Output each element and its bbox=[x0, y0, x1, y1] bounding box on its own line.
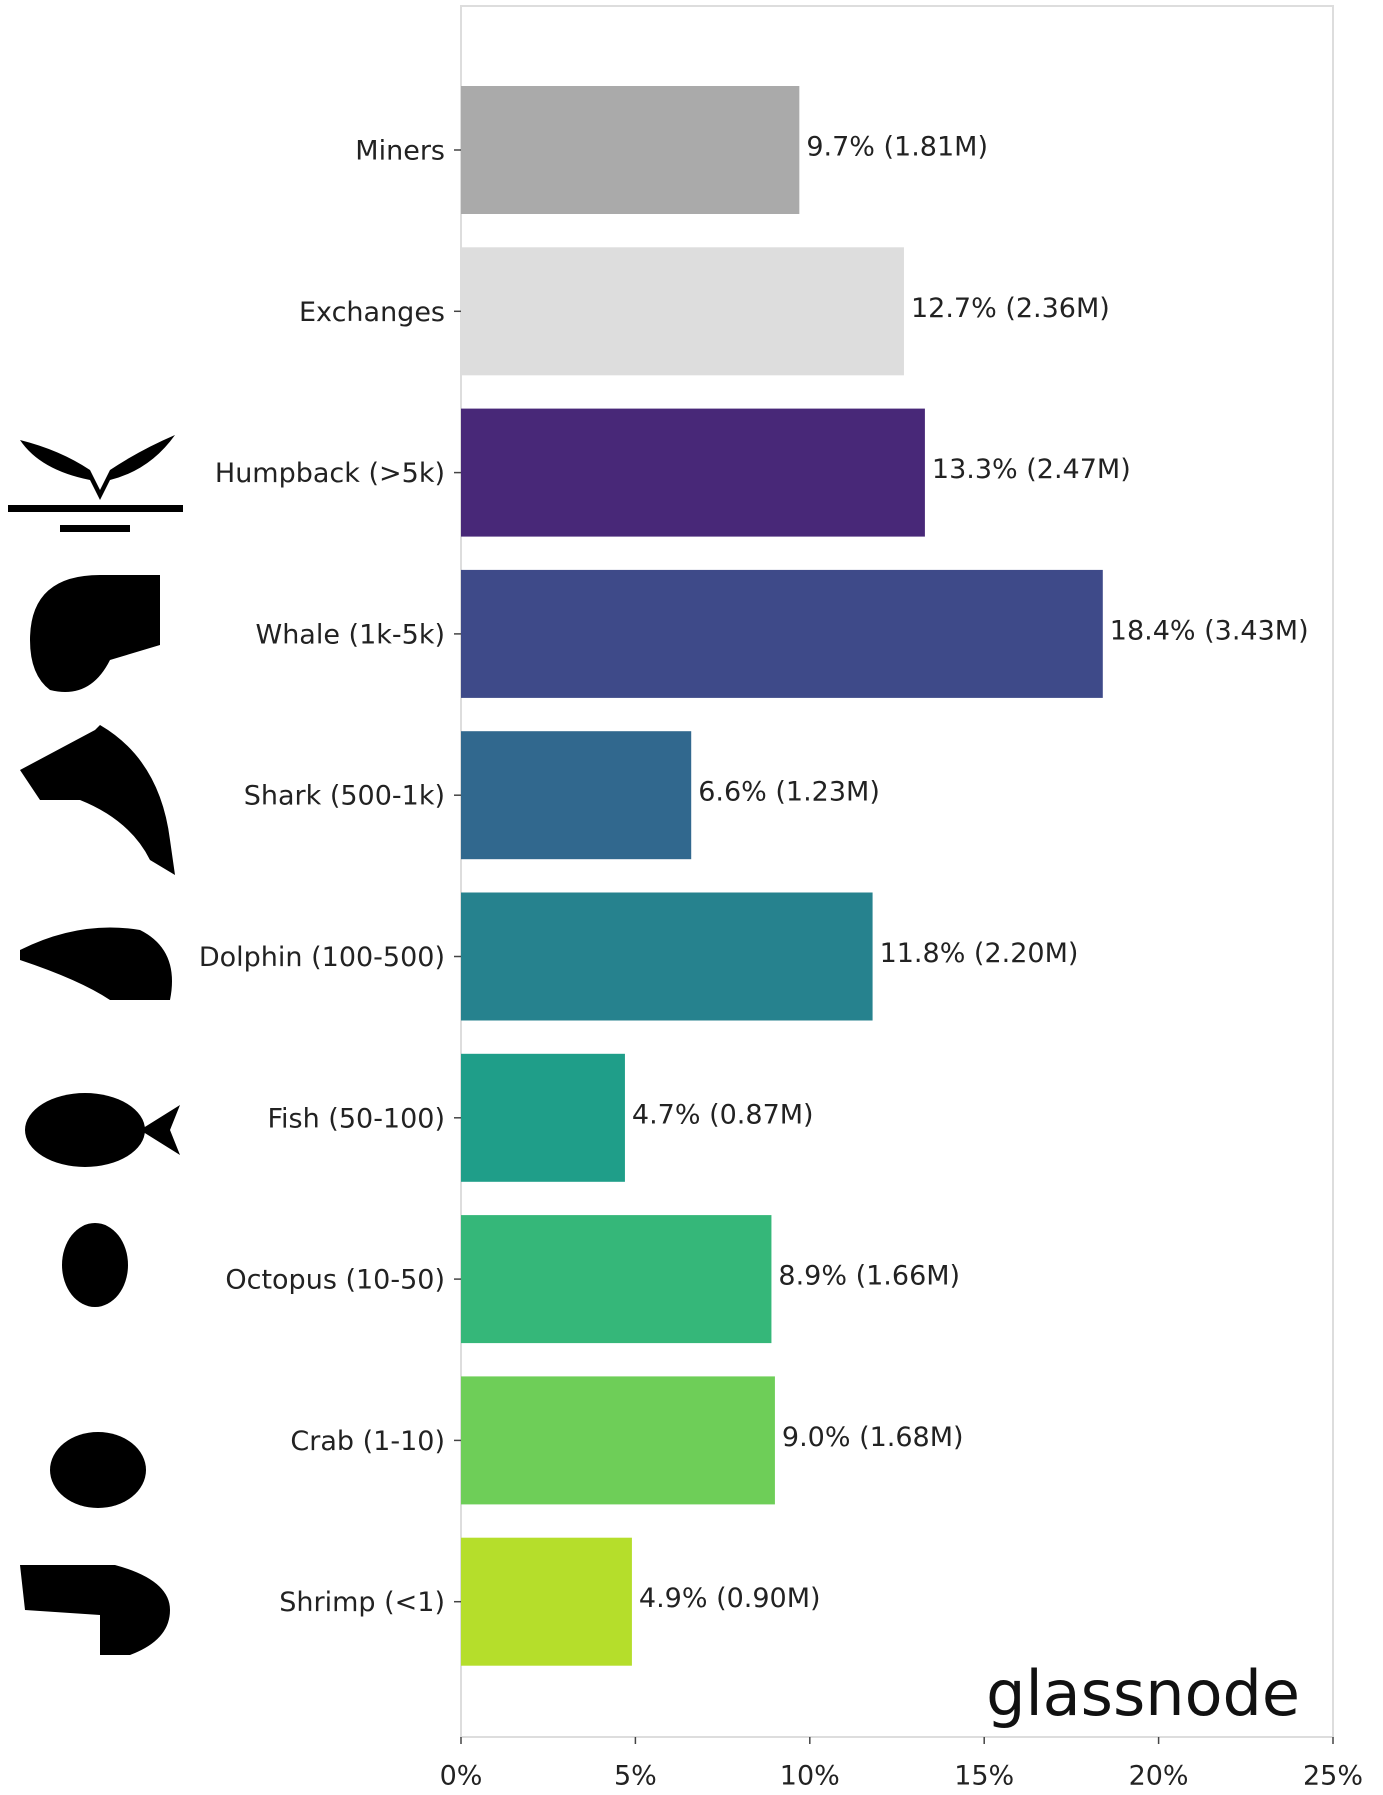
humpback-icon bbox=[20, 435, 175, 500]
x-tick-label: 15% bbox=[954, 1761, 1014, 1792]
value-label: 6.6% (1.23M) bbox=[698, 777, 880, 808]
bar bbox=[461, 892, 873, 1021]
x-tick-label: 10% bbox=[780, 1761, 840, 1792]
octopus-icon bbox=[62, 1223, 128, 1307]
dolphin-icon bbox=[20, 927, 172, 1000]
y-tick-label: Crab (1-10) bbox=[290, 1426, 445, 1457]
value-label: 9.0% (1.68M) bbox=[782, 1422, 964, 1453]
value-label: 4.7% (0.87M) bbox=[632, 1099, 814, 1130]
y-tick-label: Fish (50-100) bbox=[267, 1103, 445, 1134]
value-label: 11.8% (2.20M) bbox=[880, 938, 1079, 969]
x-tick-label: 0% bbox=[440, 1761, 483, 1792]
y-tick-label: Exchanges bbox=[299, 297, 445, 328]
x-tick-label: 5% bbox=[614, 1761, 657, 1792]
shrimp-icon bbox=[20, 1565, 170, 1655]
value-label: 18.4% (3.43M) bbox=[1110, 615, 1309, 646]
y-tick-label: Humpback (>5k) bbox=[215, 458, 445, 489]
x-tick-label: 20% bbox=[1129, 1761, 1189, 1792]
y-tick-label: Shrimp (<1) bbox=[279, 1587, 445, 1618]
crab-icon bbox=[50, 1432, 146, 1508]
value-label: 4.9% (0.90M) bbox=[639, 1583, 821, 1614]
watermark: glassnode bbox=[986, 1657, 1300, 1730]
value-label: 9.7% (1.81M) bbox=[806, 132, 988, 163]
y-tick-label: Miners bbox=[355, 136, 445, 167]
whale-icon bbox=[30, 575, 160, 692]
y-tick-label: Octopus (10-50) bbox=[225, 1265, 445, 1296]
bar bbox=[461, 86, 800, 214]
bar bbox=[461, 1215, 772, 1344]
bar bbox=[461, 1053, 625, 1182]
value-label: 8.9% (1.66M) bbox=[778, 1261, 960, 1292]
bar bbox=[461, 731, 692, 860]
fish-icon bbox=[25, 1093, 145, 1167]
fish-tail bbox=[140, 1105, 180, 1155]
bar bbox=[461, 1376, 775, 1505]
value-label: 12.7% (2.36M) bbox=[911, 293, 1110, 324]
plot-frame bbox=[460, 5, 1334, 1738]
y-tick-label: Shark (500-1k) bbox=[244, 781, 445, 812]
bar bbox=[461, 408, 925, 537]
bar bbox=[461, 569, 1103, 698]
water-line bbox=[8, 505, 183, 512]
water-line bbox=[60, 525, 130, 532]
x-tick-label: 25% bbox=[1303, 1761, 1363, 1792]
shark-icon bbox=[20, 725, 175, 875]
y-tick-label: Dolphin (100-500) bbox=[199, 942, 445, 973]
bar bbox=[461, 1537, 632, 1666]
value-label: 13.3% (2.47M) bbox=[932, 454, 1131, 485]
y-tick-label: Whale (1k-5k) bbox=[256, 619, 446, 650]
bar bbox=[461, 247, 904, 376]
icons bbox=[8, 435, 183, 1655]
